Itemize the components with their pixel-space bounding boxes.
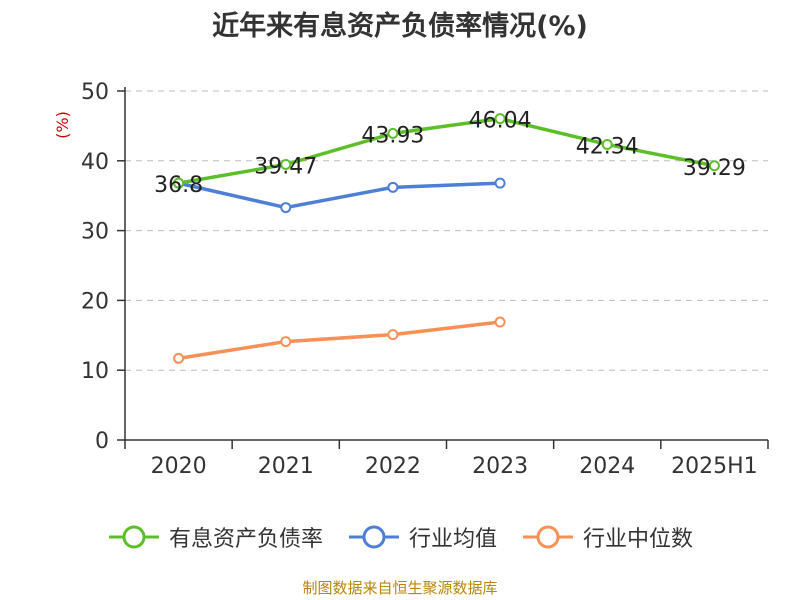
series-2-point-2022 — [387, 181, 399, 193]
legend-label-series-1: 有息资产负债率 — [168, 527, 323, 552]
legend-marker-series-3 — [523, 525, 573, 549]
series-1-point-2025H1 — [708, 160, 720, 172]
x-tick-label-2020: 2020 — [151, 454, 207, 479]
grid-layer — [125, 90, 768, 371]
series-3-point-2020 — [173, 352, 185, 364]
y-tick-label-20: 20 — [81, 289, 109, 314]
data-label-2020: 36.8 — [154, 173, 203, 198]
data-source-note: 制图数据来自恒生聚源数据库 — [302, 579, 498, 597]
series-line-1 — [176, 116, 717, 185]
series-1-point-2024 — [601, 138, 613, 150]
y-tick-label-50: 50 — [81, 80, 109, 105]
series-1-point-2022 — [387, 127, 399, 139]
x-tick-label-2025H1: 2025H1 — [671, 454, 758, 479]
data-label-2021: 39.47 — [254, 154, 317, 179]
y-tick-label-40: 40 — [81, 150, 109, 175]
series-2-point-2021 — [280, 202, 292, 214]
y-axis-unit-label: (%) — [53, 111, 72, 139]
x-tick-label-2021: 2021 — [258, 454, 314, 479]
legend-marker-series-1 — [108, 525, 159, 549]
data-label-2025H1: 39.29 — [683, 156, 746, 181]
axis-layer: 0 10 20 30 40 50 2020 2021 2022 2023 2024 2025H1 — [81, 80, 769, 479]
chart-title: 近年来有息资产负债率情况(%) — [212, 11, 588, 42]
y-tick-label-0: 0 — [95, 429, 109, 454]
series-2-point-2023 — [494, 177, 506, 189]
series-1-point-2020 — [173, 177, 185, 189]
data-label-2024: 42.34 — [576, 134, 639, 159]
data-label-2022: 43.93 — [361, 123, 424, 148]
series-3-point-2023 — [494, 316, 506, 328]
x-tick-label-2024: 2024 — [579, 454, 635, 479]
series-layer — [173, 113, 720, 364]
series-3-point-2021 — [280, 336, 292, 348]
x-tick-label-2022: 2022 — [365, 454, 421, 479]
legend-item-series-3[interactable]: 行业中位数 — [521, 521, 693, 553]
legend-item-series-2[interactable]: 行业均值 — [347, 521, 497, 553]
legend-label-series-3: 行业中位数 — [583, 527, 694, 552]
y-tick-label-30: 30 — [81, 220, 109, 245]
series-line-3 — [176, 320, 502, 361]
legend-item-series-1[interactable]: 有息资产负债率 — [107, 521, 323, 553]
x-tick-label-2023: 2023 — [472, 454, 528, 479]
legend-label-series-2: 行业均值 — [408, 527, 497, 552]
data-label-layer: 36.8 39.47 43.93 46.04 42.34 39.29 — [154, 109, 746, 198]
y-tick-label-10: 10 — [81, 359, 109, 384]
series-1-point-2023 — [494, 113, 506, 125]
series-line-2 — [176, 181, 502, 210]
series-1-point-2021 — [280, 158, 292, 170]
legend: 有息资产负债率 行业均值 行业中位数 — [0, 520, 800, 554]
data-label-2023: 46.04 — [469, 109, 532, 134]
legend-marker-series-2 — [348, 525, 399, 549]
series-3-point-2022 — [387, 329, 399, 341]
